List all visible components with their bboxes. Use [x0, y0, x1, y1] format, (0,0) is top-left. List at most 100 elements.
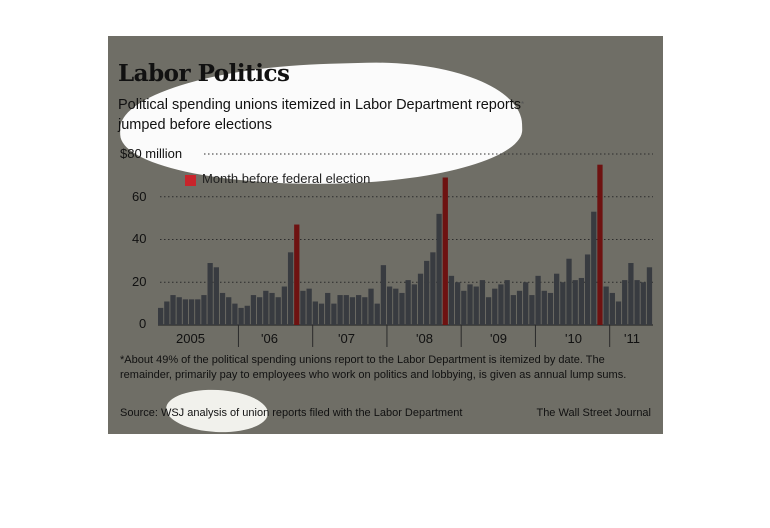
bar [485, 297, 492, 325]
bar [510, 295, 516, 325]
x-tick-label-2007: '07 [338, 331, 355, 346]
x-tick-label-2005: 2005 [176, 331, 205, 346]
bar [232, 303, 238, 326]
bar [374, 303, 380, 326]
legend-swatch [185, 175, 196, 186]
bar [572, 280, 578, 325]
subtitle-line-1: Political spending unions itemized in La… [118, 97, 521, 113]
bar [213, 267, 219, 325]
x-tick-label-2009: '09 [490, 331, 507, 346]
bar [356, 295, 362, 325]
bar [207, 263, 213, 325]
bar [164, 301, 170, 325]
bar [622, 280, 628, 325]
bar [547, 292, 554, 325]
bar [250, 295, 257, 325]
bar [158, 307, 164, 325]
bar [603, 286, 609, 326]
bar [467, 284, 473, 325]
x-tick-label-2010: '10 [565, 331, 582, 346]
y-tick-label-80: $80 million [120, 146, 183, 161]
bar [455, 282, 461, 325]
bar-election-month [597, 164, 603, 325]
bar-election-month [294, 224, 300, 325]
bar [263, 290, 269, 325]
bar [318, 303, 325, 326]
bar [436, 213, 442, 325]
bar-chart [158, 153, 653, 347]
bar [188, 299, 195, 325]
bar [386, 286, 393, 326]
bar [195, 299, 201, 325]
y-tick-label-0: 0 [139, 316, 147, 331]
source-line: Source: WSJ analysis of union reports fi… [120, 407, 463, 419]
bar [473, 286, 479, 326]
credit-line: The Wall Street Journal [536, 407, 651, 419]
bar [176, 297, 182, 325]
footnote: *About 49% of the political spending uni… [120, 354, 627, 381]
bar-election-month [442, 177, 448, 325]
bar [411, 284, 417, 325]
bar [554, 273, 560, 325]
bar [380, 265, 387, 325]
bar [219, 292, 226, 325]
x-tick-label-2006: '06 [261, 331, 278, 346]
bar [281, 286, 288, 326]
bar [566, 258, 572, 325]
bar [269, 292, 275, 325]
bar [498, 284, 504, 325]
x-tick-label-2008: '08 [416, 331, 433, 346]
y-tick-label-40: 40 [132, 231, 147, 246]
bar [226, 297, 232, 325]
bar [368, 288, 374, 325]
bar [535, 275, 541, 325]
bar [238, 307, 244, 325]
x-tick-label-2011: '11 [624, 331, 640, 346]
bar [448, 275, 455, 325]
subtitle-footnote-marker: * [521, 100, 525, 109]
bar [331, 303, 337, 326]
bar [393, 288, 399, 325]
bar [516, 290, 523, 325]
bar [529, 295, 535, 325]
chart-title: Labor Politics [118, 60, 290, 87]
bar [430, 252, 436, 325]
bar [479, 280, 486, 325]
bar [628, 263, 634, 325]
bar [201, 295, 207, 325]
bar [244, 305, 250, 325]
y-tick-label-60: 60 [132, 189, 147, 204]
bar [343, 295, 349, 325]
chart-subtitle: Political spending unions itemized in La… [118, 95, 598, 135]
bar [337, 295, 343, 325]
bar [504, 280, 510, 325]
bar [405, 280, 411, 325]
bar [578, 277, 585, 325]
bar [492, 288, 498, 325]
bar [541, 290, 547, 325]
bar [584, 254, 591, 325]
bar [170, 295, 176, 325]
bar [362, 297, 368, 325]
legend-label: Month before federal election [202, 171, 371, 186]
bar [312, 301, 318, 325]
bar [640, 282, 646, 325]
bar [306, 288, 312, 325]
bar [609, 292, 615, 325]
chart-panel: Labor Politics Political spending unions… [108, 36, 663, 434]
bar [424, 260, 430, 326]
bar [461, 290, 467, 325]
bar [399, 292, 405, 325]
bar [275, 297, 281, 325]
bar [182, 299, 189, 325]
bar [560, 282, 566, 325]
bar [287, 252, 294, 325]
bar [300, 290, 306, 325]
bar [325, 292, 331, 325]
bar [591, 211, 597, 325]
y-tick-label-20: 20 [132, 274, 147, 289]
bar [523, 282, 529, 325]
bar [349, 297, 356, 325]
bar [417, 273, 424, 325]
bar [615, 301, 622, 325]
